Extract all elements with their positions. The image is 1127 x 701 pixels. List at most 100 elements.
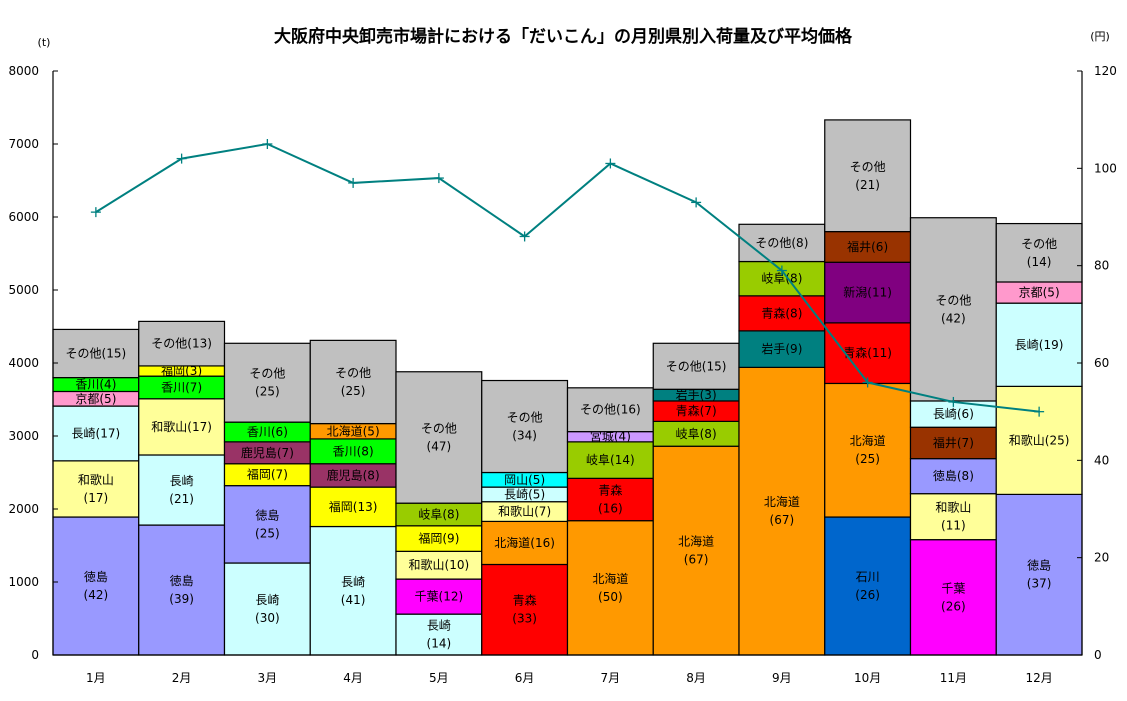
segment-label: 岩手(9) — [761, 341, 802, 356]
segment-label: (26) — [855, 588, 880, 602]
segment-label: その他 — [335, 366, 371, 380]
segment-label: 北海道(5) — [327, 423, 380, 438]
y2-tick-label: 40 — [1094, 453, 1109, 467]
bar-segment — [138, 454, 226, 526]
bar-segment — [738, 295, 826, 332]
segment-label: (42) — [941, 311, 966, 325]
segment-label: (30) — [255, 611, 280, 625]
bar-segment — [395, 371, 483, 504]
x-tick-label: 4月 — [343, 671, 363, 685]
segment-label: 青森(8) — [761, 305, 802, 320]
segment-label: (17) — [84, 491, 109, 505]
bar-segment — [824, 119, 912, 233]
segment-label: その他 — [249, 367, 285, 381]
bar-stack-9: 北海道 (67) 岩手(9) 青森(8) 岐阜(8) その他(8) — [738, 223, 826, 656]
segment-label: 北海道(16) — [494, 535, 555, 550]
axes-layer: 0 1000 2000 3000 4000 5000 6000 7000 8000 0 20 40 60… — [8, 64, 1116, 662]
segment-label: 徳島 — [255, 507, 279, 522]
bar-stack-7: 北海道 (50) 青森 (16) 岐阜(14) 宮城(4) その他(16) — [566, 387, 654, 656]
segment-label: 福岡(9) — [418, 531, 459, 546]
segment-label: (39) — [169, 592, 194, 606]
y2-tick-label: 80 — [1094, 259, 1109, 273]
bar-segment — [738, 330, 826, 368]
segment-label: (25) — [255, 385, 280, 399]
price-point-marker — [348, 177, 359, 188]
segment-label: 香川(8) — [333, 444, 374, 458]
bar-segment — [309, 486, 397, 528]
segment-label: 青森 — [598, 483, 622, 498]
bar-segment — [566, 387, 654, 433]
x-tick-label: 9月 — [772, 671, 792, 685]
bar-segment — [652, 342, 740, 390]
price-line-layer — [90, 139, 1045, 417]
segment-label: 長崎 — [170, 474, 194, 488]
segment-label: (47) — [427, 439, 452, 453]
segment-label: (11) — [941, 519, 966, 533]
price-point-marker — [519, 231, 530, 242]
bar-stack-4: 長崎 (41) 福岡(13) 鹿児島(8) 香川(8) 北海道(5) その他 (25) — [309, 339, 397, 656]
x-tick-label: 7月 — [601, 671, 621, 685]
segment-label: (67) — [770, 513, 795, 527]
segment-label: 長崎 — [427, 619, 451, 633]
bar-segment — [824, 516, 912, 656]
segment-label: 和歌山(25) — [1009, 432, 1070, 447]
price-point-marker — [862, 377, 873, 388]
segment-label: 新潟(11) — [843, 285, 892, 300]
segment-label: 北海道 — [592, 571, 628, 586]
bar-stack-1: 徳島 (42) 和歌山 (17) 長崎(17) 京都(5)香川(4) その他(15) — [52, 328, 140, 656]
segment-label: (37) — [1027, 577, 1052, 591]
x-tick-label: 5月 — [429, 671, 449, 685]
bar-segment — [481, 563, 569, 656]
bar-segment — [481, 379, 569, 474]
y2-tick-label: 120 — [1094, 64, 1117, 78]
segment-label: (50) — [598, 590, 623, 604]
segment-label: 宮城(4) — [590, 429, 631, 444]
segment-label: 香川(7) — [161, 380, 202, 394]
bar-segment — [481, 520, 569, 566]
segment-label: 徳島 — [170, 573, 194, 588]
segment-label: (33) — [512, 612, 537, 626]
segment-label: (14) — [1027, 255, 1052, 269]
segment-label: 長崎 — [255, 593, 279, 607]
y-tick-label: 0 — [31, 648, 39, 662]
bar-segment — [995, 222, 1083, 283]
segment-label: 長崎(19) — [1015, 338, 1064, 352]
segment-label: その他(16) — [580, 403, 641, 417]
segment-label: その他 — [935, 293, 971, 307]
segment-label: 鹿児島(7) — [241, 445, 294, 460]
segment-label: 長崎 — [341, 575, 365, 589]
segment-label: 和歌山 — [935, 500, 971, 515]
segment-label: 北海道 — [850, 433, 886, 448]
segment-label: その他(13) — [151, 337, 212, 351]
bar-segment — [309, 339, 397, 425]
segment-label: 北海道 — [764, 494, 800, 509]
segment-label: 福井(7) — [933, 435, 974, 450]
segment-label: 長崎(5) — [504, 487, 545, 501]
y-tick-label: 5000 — [8, 283, 39, 297]
segment-label: 岐阜(14) — [586, 453, 635, 467]
price-point-marker — [776, 265, 787, 276]
bar-stack-11: 千葉 (26) 和歌山 (11) 徳島(8) 福井(7) 長崎(6) その他 (42) — [909, 217, 997, 656]
price-point-marker — [262, 139, 273, 149]
segment-label: (21) — [169, 492, 194, 506]
segment-label: 香川(6) — [247, 425, 288, 439]
segment-label: 岐阜(8) — [676, 427, 717, 441]
segment-label: その他(15) — [666, 359, 727, 373]
bar-stack-2: 徳島 (39) 長崎 (21) 和歌山(17) 香川(7) 福岡(3) その他(13) — [138, 320, 226, 656]
bar-segment — [52, 405, 140, 462]
y-tick-label: 7000 — [8, 137, 39, 151]
bar-stack-5: 長崎 (14) 千葉(12) 和歌山(10) 福岡(9) 岐阜(8) その他 (47) — [395, 371, 483, 656]
segment-label: 千葉(12) — [415, 590, 464, 604]
price-point-marker — [691, 197, 702, 208]
x-tick-label: 1月 — [86, 671, 106, 685]
segment-label: 徳島 — [84, 569, 108, 584]
y-tick-label: 3000 — [8, 429, 39, 443]
bar-segment — [223, 342, 311, 423]
segment-label: 福井(6) — [847, 239, 888, 254]
x-tick-label: 6月 — [515, 671, 535, 685]
y2-tick-label: 100 — [1094, 161, 1117, 175]
segment-label: 岩手(3) — [676, 387, 717, 402]
segment-label: 徳島(8) — [933, 468, 974, 483]
bar-segment — [309, 525, 397, 656]
